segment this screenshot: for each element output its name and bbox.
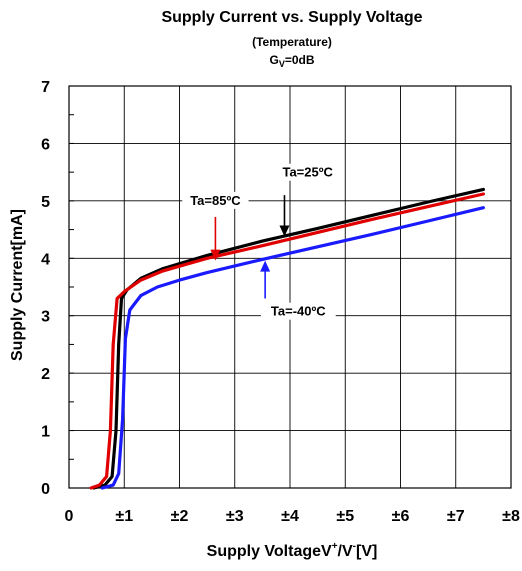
- series-line-2: [100, 206, 485, 490]
- chart-subtitle: (Temperature): [252, 35, 332, 49]
- chart-title: Supply Current vs. Supply Voltage: [161, 9, 422, 26]
- x-tick-label: ±1: [115, 508, 133, 525]
- annotation-arrow-head: [260, 260, 271, 272]
- x-tick-label: 0: [65, 508, 74, 525]
- y-tick-label: 7: [41, 79, 50, 96]
- annotation-label: Ta=-40ºC: [271, 304, 326, 319]
- x-axis-label: Supply VoltageV+/V-[V]: [207, 541, 378, 560]
- annotation-label-bg: [260, 302, 336, 320]
- x-tick-label: ±8: [502, 508, 520, 525]
- annotation-arrow-head: [279, 225, 290, 237]
- chart-subtitle-condition: GV=0dB: [269, 53, 314, 69]
- x-tick-label: ±2: [171, 508, 189, 525]
- annotation-label-bg: [274, 163, 341, 181]
- annotation-label-bg: [182, 191, 249, 209]
- axis-ticks: 0 ±1 ±2 ±3 ±4 ±5 ±6 ±7 ±8 0 1 2 3 4 5 6 7: [41, 79, 520, 525]
- annotation-layer: Ta=25ºC Ta=85ºC Ta=-40ºC: [182, 163, 341, 320]
- annotation-arrow-head: [210, 249, 221, 261]
- y-tick-label: 6: [41, 136, 50, 153]
- y-tick-label: 0: [41, 481, 50, 498]
- series-line-1: [89, 192, 485, 490]
- x-tick-label: ±6: [392, 508, 410, 525]
- y-tick-label: 3: [41, 309, 50, 326]
- y-tick-label: 4: [41, 251, 50, 268]
- series-line-0: [92, 187, 485, 490]
- x-tick-label: ±7: [447, 508, 465, 525]
- x-tick-label: ±4: [281, 508, 299, 525]
- x-tick-label: ±5: [336, 508, 354, 525]
- y-tick-label: 2: [41, 366, 50, 383]
- x-tick-label: ±3: [226, 508, 244, 525]
- grid-lines: [69, 86, 511, 488]
- series-layer: [89, 187, 485, 490]
- y-tick-label: 5: [41, 194, 50, 211]
- annotation-label: Ta=25ºC: [282, 165, 333, 180]
- annotation-label: Ta=85ºC: [190, 193, 241, 208]
- y-axis-label: Supply Current[mA]: [9, 209, 26, 361]
- y-tick-label: 1: [41, 424, 50, 441]
